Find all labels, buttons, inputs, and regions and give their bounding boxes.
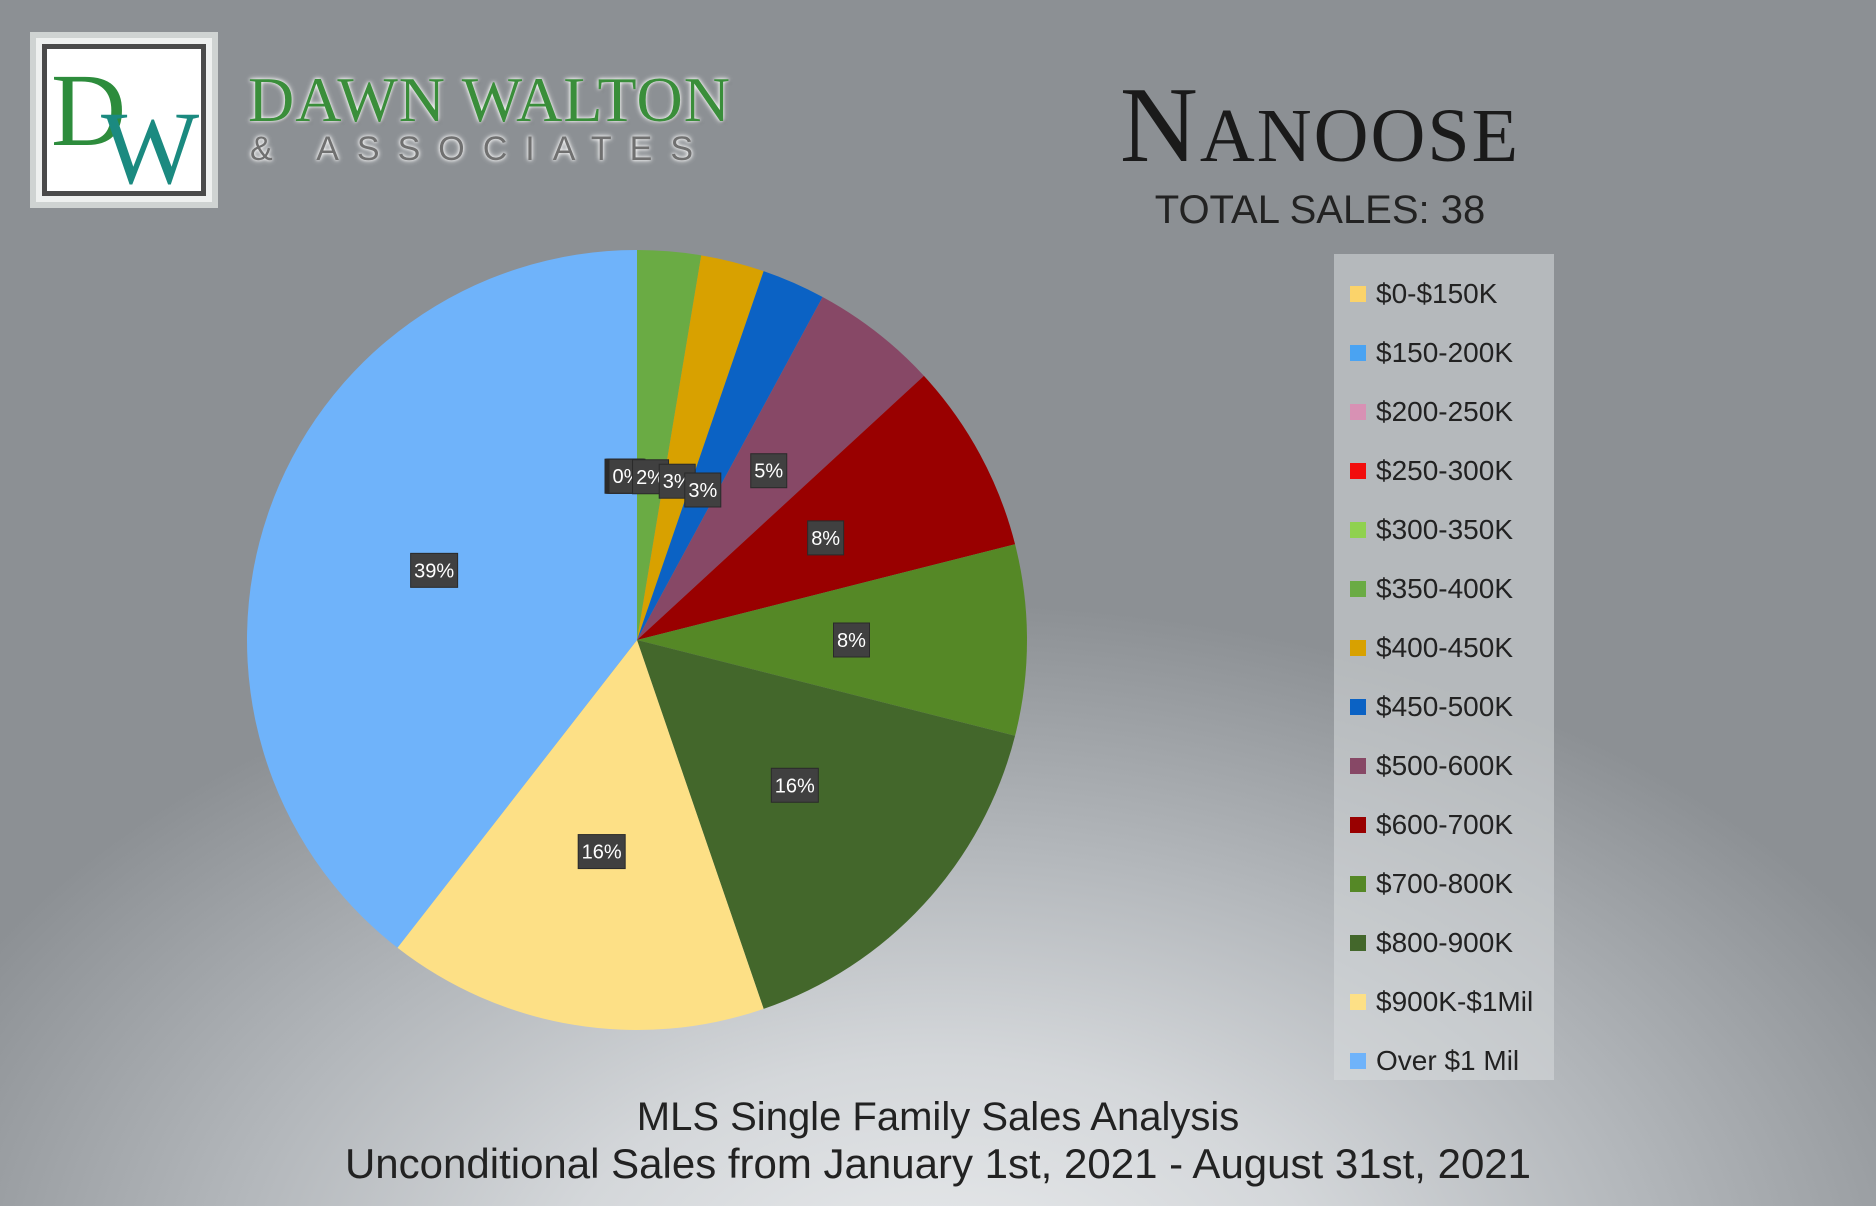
svg-text:16%: 16% [775,775,815,797]
legend-label: $0-$150K [1376,277,1498,309]
legend-swatch [1350,285,1366,302]
legend-item: $500-600K [1334,736,1554,795]
brand-name: DAWN WALTON [248,64,731,135]
logo: D W [30,32,218,208]
legend-item: $700-800K [1334,854,1554,913]
legend-label: $500-600K [1376,749,1514,781]
legend-label: $900K-$1Mil [1376,985,1534,1017]
svg-text:W: W [101,91,199,193]
svg-text:8%: 8% [837,630,866,652]
legend-item: $900K-$1Mil [1334,972,1554,1031]
legend-swatch [1350,816,1366,833]
legend-item: $450-500K [1334,677,1554,736]
legend-label: $600-700K [1376,808,1514,840]
legend-item: $350-400K [1334,559,1554,618]
legend-item: Over $1 Mil [1334,1031,1554,1090]
legend-label: $150-200K [1376,336,1514,368]
pie-data-label: 8% [833,622,870,658]
legend-swatch [1350,1052,1366,1069]
pie-data-label: 16% [770,767,819,803]
legend-label: $800-900K [1376,926,1514,958]
legend-swatch [1350,757,1366,774]
legend-swatch [1350,698,1366,715]
legend-label: $250-300K [1376,454,1514,486]
legend-label: $350-400K [1376,572,1514,604]
svg-text:2%: 2% [636,467,665,489]
legend-label: $700-800K [1376,867,1514,899]
legend-label: Over $1 Mil [1376,1044,1520,1076]
pie-data-label: 39% [410,552,459,588]
legend-item: $250-300K [1334,441,1554,500]
legend-label: $400-450K [1376,631,1514,663]
svg-text:3%: 3% [688,480,717,502]
chart-legend: $0-$150K $150-200K $200-250K $250-300K $300-… [1334,254,1554,1080]
total-sales: TOTAL SALES: 38 [1154,188,1486,232]
pie-slice [637,250,702,640]
legend-label: $200-250K [1376,395,1514,427]
pie-data-label: 8% [807,520,845,556]
legend-swatch [1350,875,1366,892]
logo-monogram: D W [51,53,199,193]
legend-swatch [1350,934,1366,951]
pie-slice [637,255,764,640]
pie-data-label: 16% [577,834,626,870]
legend-swatch [1350,462,1366,479]
pie-slice [637,375,1016,640]
brand-subtitle: & ASSOCIATES [250,130,712,168]
legend-item: $200-250K [1334,382,1554,441]
legend-swatch [1350,993,1366,1010]
legend-item: $150-200K [1334,323,1554,382]
pie-slice [637,271,823,640]
legend-item: $800-900K [1334,913,1554,972]
legend-label: $450-500K [1376,690,1514,722]
pie-slice [246,250,637,948]
legend-swatch [1350,580,1366,597]
pie-slice [637,640,1016,1009]
legend-item: $600-700K [1334,795,1554,854]
legend-swatch [1350,403,1366,420]
footer-date-range: Unconditional Sales from January 1st, 20… [344,1140,1532,1187]
legend-swatch [1350,521,1366,538]
legend-swatch [1350,639,1366,656]
svg-text:8%: 8% [811,528,840,550]
svg-text:D: D [51,53,126,168]
svg-text:5%: 5% [754,461,783,483]
page-title: Nanoose [1119,66,1521,185]
svg-text:16%: 16% [582,842,622,864]
legend-label: $300-350K [1376,513,1514,545]
legend-swatch [1350,344,1366,361]
legend-item: $300-350K [1334,500,1554,559]
legend-item: $0-$150K [1334,264,1554,323]
legend-item: $400-450K [1334,618,1554,677]
svg-text:39%: 39% [414,560,454,582]
pie-data-label: 5% [750,453,788,489]
footer-title: MLS Single Family Sales Analysis [636,1095,1240,1139]
pie-data-label: 3% [684,472,722,508]
logo-frame: D W [42,44,206,196]
pie-slice [637,544,1027,736]
